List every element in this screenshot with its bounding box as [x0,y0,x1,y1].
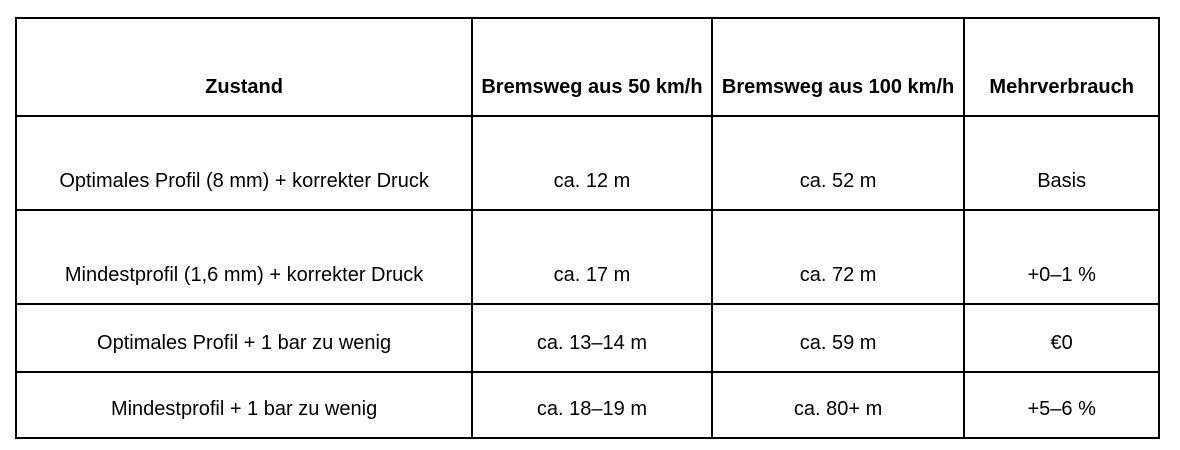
cell-bremsweg-50: ca. 12 m [471,115,713,211]
cell-bremsweg-50: ca. 17 m [471,209,713,305]
cell-bremsweg-100: ca. 52 m [710,115,966,211]
cell-zustand: Optimales Profil + 1 bar zu wenig [14,303,474,373]
cell-bremsweg-50: ca. 18–19 m [471,371,713,439]
cell-mehrverbrauch: €0 [963,303,1160,373]
comparison-table: Zustand Bremsweg aus 50 km/h Bremsweg au… [14,17,1160,439]
cell-bremsweg-100: ca. 80+ m [710,371,966,439]
table-row: Optimales Profil + 1 bar zu wenig ca. 13… [14,303,1160,373]
cell-bremsweg-100: ca. 72 m [710,209,966,305]
cell-mehrverbrauch: +5–6 % [963,371,1160,439]
table-row: Optimales Profil (8 mm) + korrekter Druc… [14,115,1160,211]
table-row: Mindestprofil (1,6 mm) + korrekter Druck… [14,209,1160,305]
cell-zustand: Optimales Profil (8 mm) + korrekter Druc… [14,115,474,211]
cell-bremsweg-100: ca. 59 m [710,303,966,373]
header-bremsweg-50: Bremsweg aus 50 km/h [471,17,713,117]
header-bremsweg-100: Bremsweg aus 100 km/h [710,17,966,117]
cell-zustand: Mindestprofil (1,6 mm) + korrekter Druck [14,209,474,305]
header-row: Zustand Bremsweg aus 50 km/h Bremsweg au… [14,17,1160,117]
cell-bremsweg-50: ca. 13–14 m [471,303,713,373]
header-zustand: Zustand [14,17,474,117]
header-mehrverbrauch: Mehrverbrauch [963,17,1160,117]
cell-mehrverbrauch: Basis [963,115,1160,211]
table-row: Mindestprofil + 1 bar zu wenig ca. 18–19… [14,371,1160,439]
cell-mehrverbrauch: +0–1 % [963,209,1160,305]
cell-zustand: Mindestprofil + 1 bar zu wenig [14,371,474,439]
